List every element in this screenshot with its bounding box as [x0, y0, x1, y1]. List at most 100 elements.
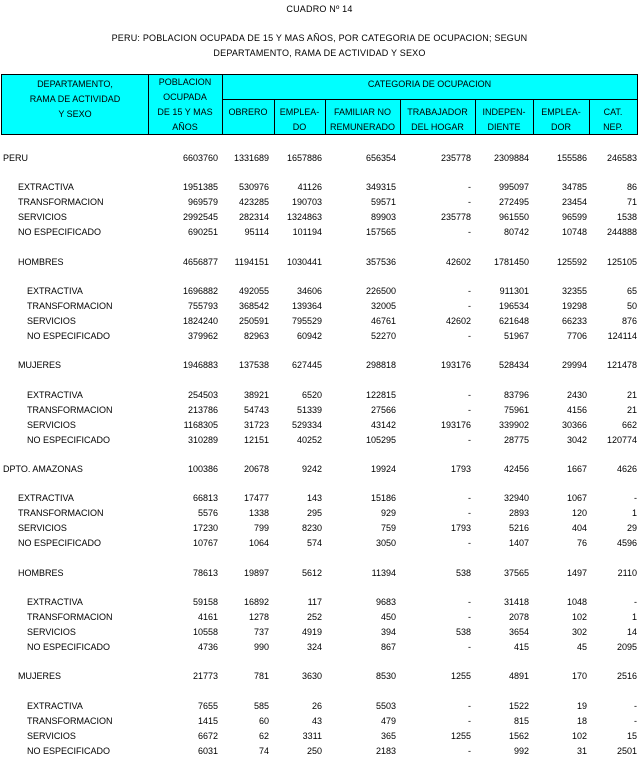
cell-value: - [634, 701, 637, 711]
cell-value: 1824240 [182, 316, 218, 326]
cell-value: 1 [631, 612, 637, 622]
table-row: HOMBRES 4656877 1194151 1030441 357536 42602 1… [0, 255, 639, 269]
row-label: NO ESPECIFICADO [18, 227, 102, 237]
table-row: EXTRACTIVA 1951385 530976 41126 349315 - 99509… [0, 180, 639, 194]
cell-value: - [468, 435, 471, 445]
cell-value: 86 [626, 182, 637, 192]
table-row: SERVICIOS 1168305 31723 529334 43142 193176 33… [0, 418, 639, 432]
cell-value: 9242 [301, 464, 322, 474]
cell-value: 71 [626, 197, 637, 207]
cell-value: 9683 [375, 597, 396, 607]
header-independiente: INDEPEN- DIENTE [482, 107, 526, 132]
cell-value: 1067 [566, 493, 587, 503]
row-label: SERVICIOS [18, 212, 67, 222]
cell-value: 621648 [498, 316, 529, 326]
cell-value: - [468, 508, 471, 518]
cell-value: 357536 [365, 257, 396, 267]
table-row: EXTRACTIVA 7655 585 26 5503 - 1522 19 - [0, 699, 639, 713]
row-label: MUJERES [18, 671, 62, 681]
cell-value: 52270 [370, 331, 396, 341]
header-cat-nep: CAT. NEP. [603, 107, 623, 132]
cell-value: 272495 [498, 197, 529, 207]
cell-value: 100386 [187, 464, 218, 474]
cell-value: 3630 [301, 671, 322, 681]
header-department: DEPARTAMENTO, RAMA DE ACTIVIDAD Y SEXO [29, 79, 121, 119]
cell-value: 8530 [375, 671, 396, 681]
cell-value: 4596 [616, 538, 637, 548]
table-row: SERVICIOS 1824240 250591 795529 46761 42602 62… [0, 314, 639, 328]
cell-value: - [468, 716, 471, 726]
cell-value: 627445 [291, 360, 322, 370]
cell-value: 379962 [187, 331, 218, 341]
row-label: TRANSFORMACION [27, 405, 113, 415]
cell-value: 139364 [291, 301, 322, 311]
table-row: MUJERES 21773 781 3630 8530 1255 4891 170 2516 [0, 669, 639, 683]
cell-value: 121478 [606, 360, 637, 370]
row-label: NO ESPECIFICADO [18, 538, 102, 548]
row-label: NO ESPECIFICADO [27, 331, 111, 341]
cell-value: 45 [576, 642, 587, 652]
cell-value: - [468, 182, 471, 192]
row-label: SERVICIOS [27, 731, 76, 741]
cell-value: 1255 [450, 731, 471, 741]
cell-value: 4156 [566, 405, 587, 415]
cell-value: 29994 [561, 360, 587, 370]
cell-value: 1194151 [234, 257, 269, 267]
cell-value: 5503 [375, 701, 396, 711]
cell-value: 125592 [556, 257, 587, 267]
row-label: EXTRACTIVA [18, 493, 74, 503]
cell-value: 656354 [365, 153, 396, 163]
cell-value: 21773 [192, 671, 218, 681]
cell-value: 125105 [606, 257, 637, 267]
table-row: NO ESPECIFICADO 4736 990 324 867 - 415 45 2095 [0, 640, 639, 654]
cell-value: 1338 [248, 508, 269, 518]
cell-value: 105295 [365, 435, 396, 445]
cell-value: 995097 [498, 182, 529, 192]
table-row: HOMBRES 78613 19897 5612 11394 538 37565 1497 21… [0, 566, 639, 580]
cell-value: 19 [576, 701, 587, 711]
table-row: NO ESPECIFICADO 310289 12151 40252 105295 - 28… [0, 433, 639, 447]
cell-value: 3311 [302, 731, 322, 741]
cell-value: 404 [571, 523, 587, 533]
table-row: TRANSFORMACION 755793 368542 139364 32005 - 19… [0, 299, 639, 313]
cell-value: 250591 [238, 316, 269, 326]
cell-value: 4656877 [182, 257, 218, 267]
cell-value: 6603760 [182, 153, 218, 163]
cell-value: 60942 [296, 331, 322, 341]
table-row: SERVICIOS 17230 799 8230 759 1793 5216 404 29 [0, 521, 639, 535]
cell-value: 82963 [243, 331, 269, 341]
cell-value: 662 [621, 420, 637, 430]
cell-value: 11394 [371, 568, 396, 578]
cell-value: 815 [513, 716, 529, 726]
cell-value: 40252 [296, 435, 322, 445]
cell-value: 17230 [192, 523, 218, 533]
cell-value: 2516 [616, 671, 637, 681]
cell-value: 5612 [301, 568, 322, 578]
cell-value: 1255 [450, 671, 471, 681]
table-number: CUADRO Nº 14 [286, 4, 353, 14]
table-row: TRANSFORMACION 969579 423285 190703 59571 - 27… [0, 195, 639, 209]
cell-value: 31 [576, 746, 587, 756]
cell-value: 3654 [508, 627, 529, 637]
table-title-line-1: PERU: POBLACION OCUPADA DE 15 Y MAS AÑOS… [111, 33, 528, 43]
cell-value: 226500 [365, 286, 396, 296]
table-row: SERVICIOS 6672 62 3311 365 1255 1562 102 15 [0, 729, 639, 743]
cell-value: 2183 [375, 746, 396, 756]
row-label: SERVICIOS [27, 420, 76, 430]
cell-value: 28775 [503, 435, 529, 445]
table-row: DPTO. AMAZONAS 100386 20678 9242 19924 1793 42… [0, 462, 639, 476]
row-label: NO ESPECIFICADO [27, 642, 111, 652]
cell-value: 54743 [243, 405, 269, 415]
cell-value: 911301 [499, 286, 529, 296]
cell-value: 21 [626, 405, 637, 415]
cell-value: 43 [311, 716, 322, 726]
cell-value: 15 [626, 731, 637, 741]
header-trabajador-hogar: TRABAJADOR DEL HOGAR [407, 107, 468, 132]
cell-value: 137538 [238, 360, 269, 370]
cell-value: 250 [306, 746, 322, 756]
cell-value: 75961 [503, 405, 529, 415]
cell-value: 992 [513, 746, 529, 756]
header-familiar-no-remunerado: FAMILIAR NO REMUNERADO [329, 107, 395, 132]
header-empleado: EMPLEA- DO [279, 107, 320, 132]
cell-value: 867 [380, 642, 396, 652]
